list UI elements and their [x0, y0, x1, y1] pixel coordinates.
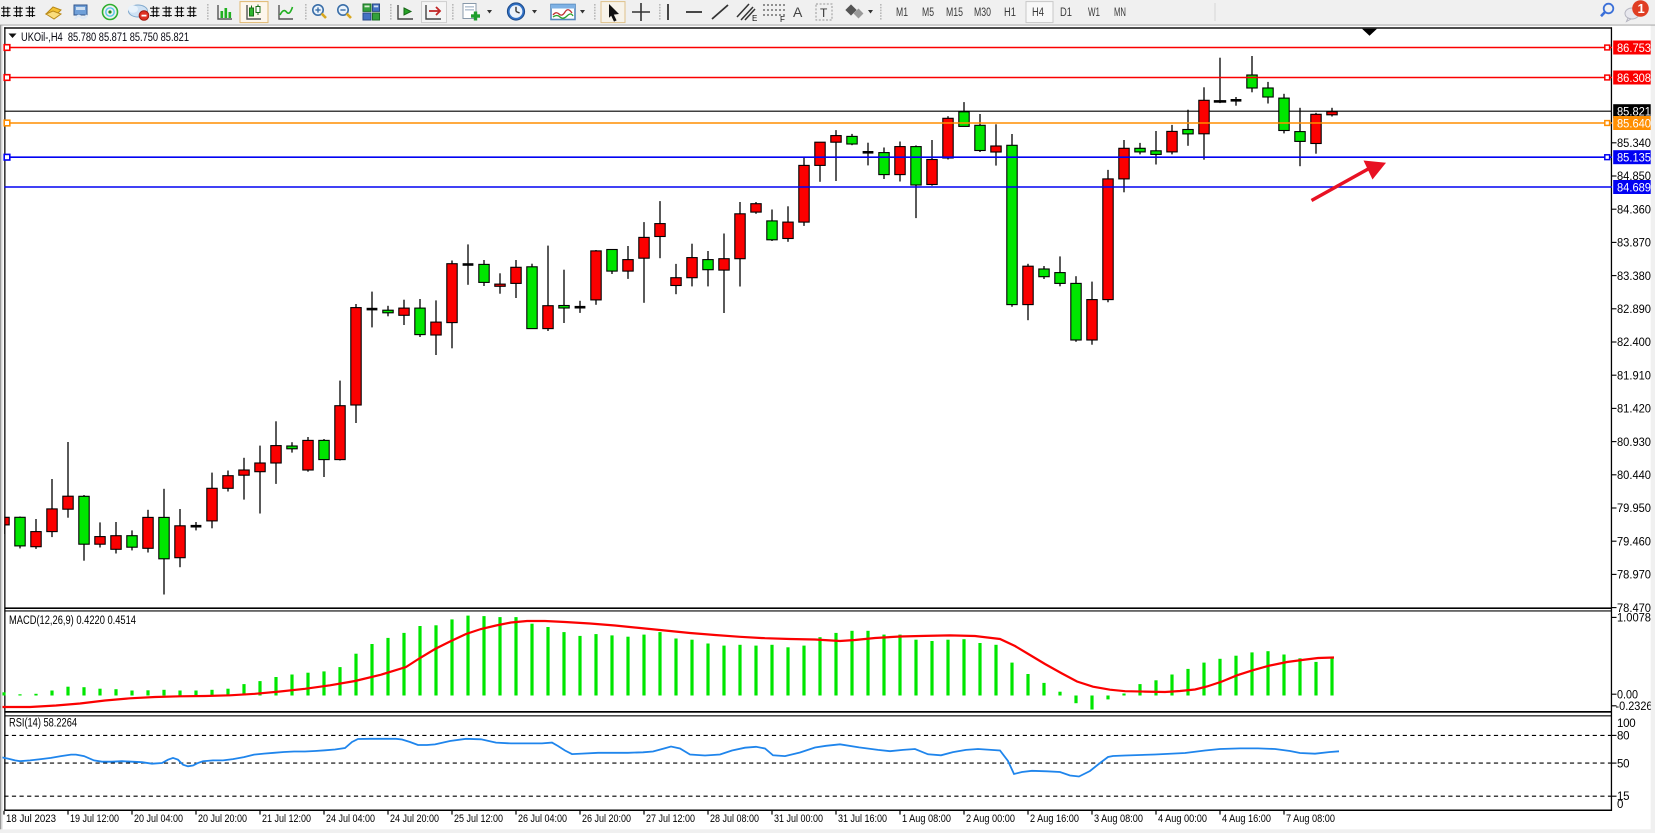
svg-text:20 Jul 04:00: 20 Jul 04:00	[134, 813, 183, 825]
svg-text:84.360: 84.360	[1617, 204, 1651, 216]
svg-text:31 Jul 16:00: 31 Jul 16:00	[838, 813, 887, 825]
svg-text:E: E	[752, 14, 757, 23]
svg-text:83.870: 83.870	[1617, 238, 1651, 250]
svg-text:1.0078: 1.0078	[1617, 613, 1651, 625]
svg-text:T: T	[820, 6, 828, 20]
svg-text:84.689: 84.689	[1617, 182, 1651, 194]
svg-text:4 Aug 00:00: 4 Aug 00:00	[1158, 813, 1207, 825]
svg-text:24 Jul 04:00: 24 Jul 04:00	[326, 813, 375, 825]
svg-text:F: F	[780, 15, 785, 24]
svg-text:28 Jul 08:00: 28 Jul 08:00	[710, 813, 759, 825]
svg-text:24 Jul 20:00: 24 Jul 20:00	[390, 813, 439, 825]
svg-text:82.400: 82.400	[1617, 337, 1651, 349]
svg-text:UKOil-,H4 85.780 85.871 85.75: UKOil-,H4 85.780 85.871 85.750 85.821	[21, 32, 189, 44]
svg-text:26 Jul 04:00: 26 Jul 04:00	[518, 813, 567, 825]
svg-text:19 Jul 12:00: 19 Jul 12:00	[70, 813, 119, 825]
svg-text:MN: MN	[1114, 7, 1126, 19]
svg-text:80.440: 80.440	[1617, 470, 1651, 482]
svg-text:100: 100	[1617, 718, 1635, 730]
svg-text:85.135: 85.135	[1617, 153, 1651, 165]
svg-text:27 Jul 12:00: 27 Jul 12:00	[646, 813, 695, 825]
svg-text:79.950: 79.950	[1617, 503, 1651, 515]
svg-text:79.460: 79.460	[1617, 536, 1651, 548]
svg-text:1 Aug 08:00: 1 Aug 08:00	[902, 813, 951, 825]
svg-text:80: 80	[1617, 731, 1629, 743]
svg-text:D1: D1	[1060, 7, 1072, 19]
svg-text:86.308: 86.308	[1617, 73, 1651, 85]
svg-text:H1: H1	[1004, 7, 1016, 19]
svg-text:M30: M30	[974, 7, 991, 19]
svg-text:82.890: 82.890	[1617, 304, 1651, 316]
svg-text:4 Aug 16:00: 4 Aug 16:00	[1222, 813, 1271, 825]
svg-text:15: 15	[1617, 791, 1629, 803]
svg-text:26 Jul 20:00: 26 Jul 20:00	[582, 813, 631, 825]
svg-text:1: 1	[1638, 1, 1645, 16]
svg-text:20 Jul 20:00: 20 Jul 20:00	[198, 813, 247, 825]
svg-text:H4: H4	[1032, 7, 1044, 19]
svg-text:86.753: 86.753	[1617, 43, 1651, 55]
svg-text:0: 0	[1617, 799, 1623, 811]
svg-text:85.640: 85.640	[1617, 118, 1651, 130]
svg-text:7 Aug 08:00: 7 Aug 08:00	[1286, 813, 1335, 825]
svg-text:78.470: 78.470	[1617, 603, 1651, 615]
svg-text:85.340: 85.340	[1617, 138, 1651, 150]
svg-text:M5: M5	[922, 7, 934, 19]
svg-text:A: A	[793, 4, 803, 20]
svg-text:W1: W1	[1088, 7, 1100, 19]
svg-text:83.380: 83.380	[1617, 271, 1651, 283]
svg-text:25 Jul 12:00: 25 Jul 12:00	[454, 813, 503, 825]
svg-text:78.970: 78.970	[1617, 570, 1651, 582]
svg-text:-0.2326: -0.2326	[1616, 701, 1653, 713]
svg-text:81.420: 81.420	[1617, 404, 1651, 416]
svg-text:18 Jul 2023: 18 Jul 2023	[6, 813, 56, 825]
svg-text:M15: M15	[946, 7, 963, 19]
svg-text:2 Aug 00:00: 2 Aug 00:00	[966, 813, 1015, 825]
svg-text:21 Jul 12:00: 21 Jul 12:00	[262, 813, 311, 825]
svg-text:MACD(12,26,9) 0.4220 0.4514: MACD(12,26,9) 0.4220 0.4514	[9, 615, 136, 627]
svg-text:0.00: 0.00	[1617, 689, 1638, 701]
svg-text:81.910: 81.910	[1617, 370, 1651, 382]
svg-text:RSI(14) 58.2264: RSI(14) 58.2264	[9, 718, 77, 730]
svg-text:31 Jul 00:00: 31 Jul 00:00	[774, 813, 823, 825]
svg-text:50: 50	[1617, 758, 1629, 770]
svg-text:M1: M1	[896, 7, 908, 19]
svg-text:80.930: 80.930	[1617, 437, 1651, 449]
svg-text:3 Aug 08:00: 3 Aug 08:00	[1094, 813, 1143, 825]
svg-text:85.821: 85.821	[1617, 107, 1651, 119]
svg-text:2 Aug 16:00: 2 Aug 16:00	[1030, 813, 1079, 825]
